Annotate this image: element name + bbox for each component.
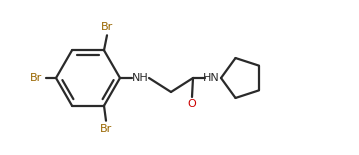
Text: O: O	[188, 99, 196, 109]
Text: Br: Br	[30, 73, 42, 83]
Text: HN: HN	[202, 73, 219, 83]
Text: Br: Br	[100, 124, 112, 134]
Text: NH: NH	[132, 73, 148, 83]
Text: Br: Br	[101, 22, 113, 32]
